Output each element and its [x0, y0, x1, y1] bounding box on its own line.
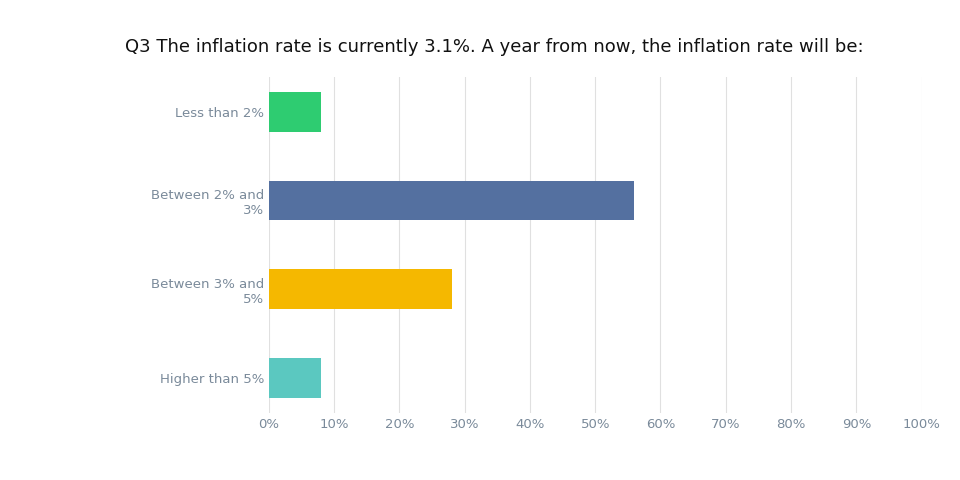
Text: Q3 The inflation rate is currently 3.1%. A year from now, the inflation rate wil: Q3 The inflation rate is currently 3.1%.… — [125, 38, 864, 56]
Bar — [269, 358, 321, 397]
Bar — [269, 92, 321, 132]
Bar — [269, 269, 451, 309]
Bar — [269, 180, 635, 220]
